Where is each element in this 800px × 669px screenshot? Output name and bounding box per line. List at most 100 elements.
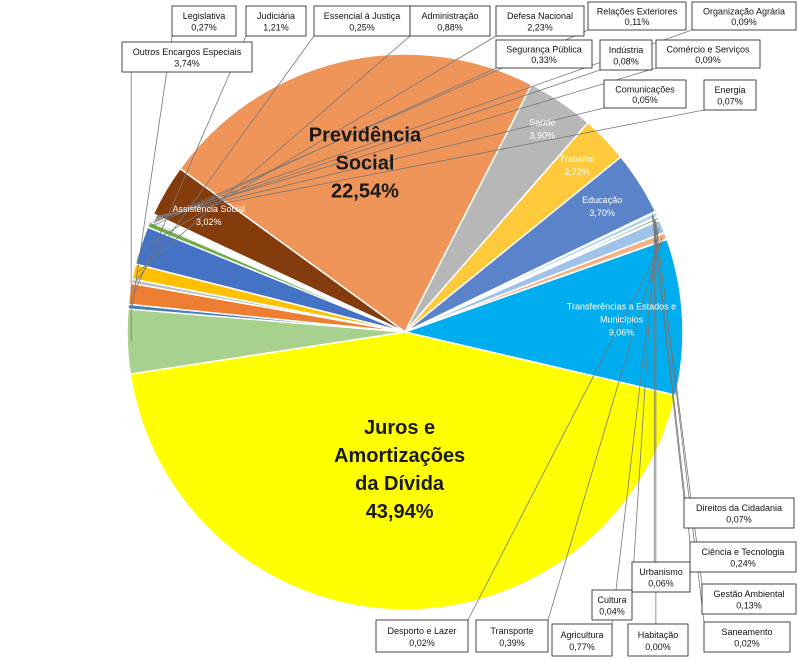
callout-box-comercio-e-servicos bbox=[655, 39, 761, 69]
leader-essencial-a-justica bbox=[135, 35, 315, 283]
label-previdencia-social: Previdência Social 22,54% bbox=[309, 125, 422, 203]
slice-value-juros-e-amortizacoes-da-divida: 43,94% bbox=[366, 501, 434, 523]
callout-box-comunicacoes bbox=[603, 79, 687, 109]
leader-ciencia-e-tecnologia bbox=[652, 215, 691, 543]
pie-slices bbox=[126, 53, 684, 611]
slice-label-organizacao-agraria: Organização Agrária bbox=[703, 6, 785, 16]
slice-value-ciencia-e-tecnologia: 0,24% bbox=[730, 559, 756, 569]
callout-habitacao: Habitação 0,00% bbox=[627, 623, 689, 657]
slice-value-outros-encargos-especiais: 3,74% bbox=[174, 59, 200, 69]
slice-value-gestao-ambiental: 0,13% bbox=[736, 601, 762, 611]
slice-value-comunicacoes: 0,05% bbox=[632, 95, 658, 105]
leader-transporte bbox=[547, 237, 663, 621]
callout-judiciaria: Judiciária 1,21% bbox=[245, 5, 307, 37]
slice-value-comercio-e-servicos: 0,09% bbox=[695, 55, 721, 65]
callout-box-defesa-nacional bbox=[495, 5, 585, 37]
slice-label-seguranca-publica: Segurança Pública bbox=[506, 44, 582, 54]
leader-judiciaria bbox=[133, 35, 247, 295]
leader-desporto-e-lazer bbox=[467, 240, 664, 621]
slice-label-legislativa: Legislativa bbox=[183, 11, 226, 21]
callout-box-ciencia-e-tecnologia bbox=[689, 541, 797, 573]
leader-lines bbox=[130, 29, 705, 625]
slice-label-previdencia-social: Previdência bbox=[309, 125, 422, 147]
callout-defesa-nacional: Defesa Nacional 2,23% bbox=[495, 5, 585, 37]
callout-desporto-e-lazer: Desporto e Lazer 0,02% bbox=[375, 619, 469, 653]
slice-label-desporto-e-lazer: Desporto e Lazer bbox=[387, 626, 456, 636]
callout-box-direitos-da-cidadania bbox=[683, 497, 795, 529]
slice-label-assistencia-social: Assistência Social bbox=[172, 204, 245, 214]
callout-urbanismo: Urbanismo 0,06% bbox=[631, 561, 691, 593]
slice-label-juros-e-amortizacoes-da-divida: da Dívida bbox=[355, 473, 445, 495]
callout-box-agricultura bbox=[551, 623, 613, 657]
callout-box-saneamento bbox=[703, 621, 791, 653]
leader-legislativa bbox=[131, 35, 173, 308]
leader-comercio-e-servicos bbox=[155, 67, 657, 219]
slice-value-essencial-a-justica: 0,25% bbox=[349, 23, 375, 33]
slice-label-transferencias-a-estados-e-municipios: Municípios bbox=[600, 314, 644, 324]
callout-box-transporte bbox=[475, 619, 549, 653]
slice-value-urbanismo: 0,06% bbox=[648, 579, 674, 589]
slice-transferencias-a-estados-e-municipios bbox=[402, 238, 684, 397]
leader-industria bbox=[154, 69, 601, 222]
label-transferencias-a-estados-e-municipios: Transferências a Estados e Municípios 9,06… bbox=[567, 301, 676, 337]
slice-value-trabalho: 2,72% bbox=[564, 167, 590, 177]
callout-box-seguranca-publica bbox=[495, 39, 593, 69]
callout-agricultura: Agricultura 0,77% bbox=[551, 623, 613, 657]
callout-direitos-da-cidadania: Direitos da Cidadania 0,07% bbox=[683, 497, 795, 529]
callout-box-legislativa bbox=[171, 5, 237, 37]
slice-label-administracao: Administração bbox=[421, 11, 478, 21]
callout-box-industria bbox=[599, 39, 653, 71]
slice-label-defesa-nacional: Defesa Nacional bbox=[507, 11, 573, 21]
slice-value-assistencia-social: 3,02% bbox=[196, 217, 222, 227]
slice-value-organizacao-agraria: 0,09% bbox=[731, 17, 757, 27]
slice-previdencia-social bbox=[179, 53, 533, 334]
callout-box-habitacao bbox=[627, 623, 689, 657]
slice-value-seguranca-publica: 0,33% bbox=[531, 55, 557, 65]
slice-label-saneamento: Saneamento bbox=[721, 627, 772, 637]
slice-label-juros-e-amortizacoes-da-divida: Juros e bbox=[364, 417, 435, 439]
callout-outros-encargos-especiais: Outros Encargos Especiais 3,74% bbox=[121, 41, 253, 73]
slice-label-essencial-a-justica: Essencial à Justiça bbox=[324, 11, 401, 21]
label-saude: Saúde 3,90% bbox=[529, 117, 555, 140]
slice-value-judiciaria: 1,21% bbox=[263, 23, 289, 33]
slice-value-relacoes-exteriores: 0,11% bbox=[625, 17, 650, 27]
slice-value-direitos-da-cidadania: 0,07% bbox=[726, 515, 752, 525]
slice-label-comercio-e-servicos: Comércio e Serviços bbox=[666, 44, 750, 54]
slice-label-trabalho: Trabalho bbox=[560, 154, 595, 164]
callout-box-desporto-e-lazer bbox=[375, 619, 469, 653]
callout-legislativa: Legislativa 0,27% bbox=[171, 5, 237, 37]
slice-label-transferencias-a-estados-e-municipios: Transferências a Estados e bbox=[567, 301, 676, 311]
slice-value-previdencia-social: 22,54% bbox=[331, 181, 399, 203]
slice-label-educacao: Educação bbox=[582, 195, 622, 205]
slice-label-direitos-da-cidadania: Direitos da Cidadania bbox=[696, 503, 782, 513]
slice-value-transferencias-a-estados-e-municipios: 9,06% bbox=[609, 327, 635, 337]
slice-label-comunicacoes: Comunicações bbox=[615, 84, 675, 94]
slice-label-outros-encargos-especiais: Outros Encargos Especiais bbox=[133, 47, 242, 57]
label-assistencia-social: Assistência Social 3,02% bbox=[172, 204, 245, 227]
slice-labels: Previdência Social 22,54% Saúde 3,90% Trabalh… bbox=[121, 1, 797, 657]
leader-defesa-nacional bbox=[144, 35, 497, 247]
slice-label-previdencia-social: Social bbox=[335, 153, 394, 175]
slice-value-saneamento: 0,02% bbox=[734, 639, 760, 649]
callout-industria: Indústria 0,08% bbox=[599, 39, 653, 71]
slice-label-judiciaria: Judiciária bbox=[257, 11, 295, 21]
callout-saneamento: Saneamento 0,02% bbox=[703, 621, 791, 653]
slice-label-urbanismo: Urbanismo bbox=[639, 567, 683, 577]
callout-energia: Energia 0,07% bbox=[703, 79, 757, 111]
slice-value-industria: 0,08% bbox=[613, 57, 639, 67]
slice-value-energia: 0,07% bbox=[717, 97, 743, 107]
slice-label-habitacao: Habitação bbox=[638, 630, 679, 640]
callout-box-judiciaria bbox=[245, 5, 307, 37]
slice-label-agricultura: Agricultura bbox=[560, 630, 603, 640]
callout-box-outros-encargos-especiais bbox=[121, 41, 253, 73]
callout-gestao-ambiental: Gestão Ambiental 0,13% bbox=[701, 583, 797, 615]
slice-value-educacao: 3,70% bbox=[589, 208, 615, 218]
slice-value-defesa-nacional: 2,23% bbox=[527, 23, 553, 33]
slice-value-saude: 3,90% bbox=[530, 130, 556, 140]
callout-box-administracao bbox=[409, 5, 491, 37]
